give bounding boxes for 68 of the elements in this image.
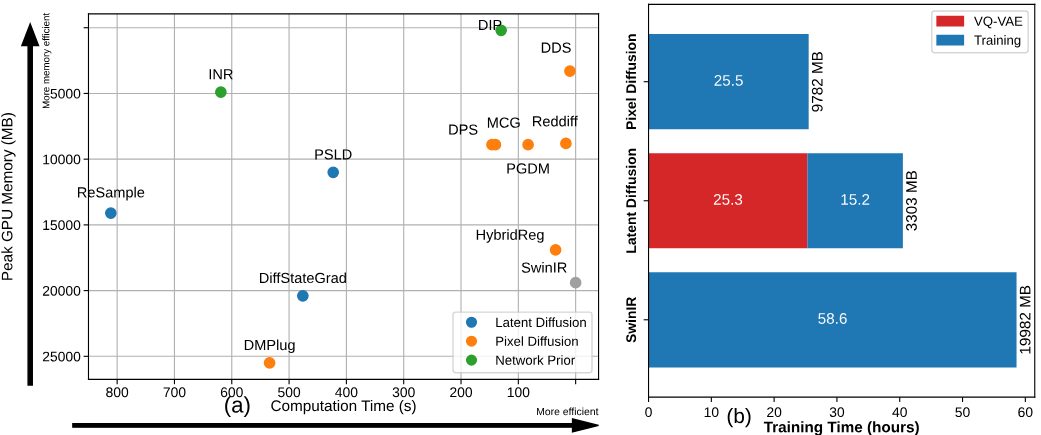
legend-label: VQ-VAE bbox=[974, 16, 1023, 29]
x-tick-label: 100 bbox=[507, 387, 530, 398]
annotation: 3303 MB bbox=[906, 170, 917, 231]
x-tick-label: 30 bbox=[829, 407, 845, 418]
data-label: 15.2 bbox=[841, 194, 870, 205]
point bbox=[549, 244, 562, 256]
text: More memory efficient bbox=[42, 12, 52, 109]
bar bbox=[648, 34, 809, 130]
x-tick-label: 600 bbox=[220, 387, 243, 398]
annotation: HybridReg bbox=[476, 229, 544, 243]
legend-label: Latent Diffusion bbox=[496, 317, 586, 328]
point bbox=[327, 166, 340, 179]
x-axis-title: Training Time (hours) bbox=[763, 421, 919, 435]
point bbox=[215, 86, 227, 98]
point bbox=[296, 290, 309, 302]
y-tick-label: 20000 bbox=[42, 285, 81, 296]
x-tick-label: 400 bbox=[335, 387, 358, 398]
x-tick-label: 700 bbox=[163, 387, 186, 398]
text: (b) bbox=[727, 407, 751, 428]
x-tick-label: 500 bbox=[278, 387, 301, 398]
annotation: INR bbox=[209, 69, 233, 80]
annotation: DDS bbox=[541, 42, 571, 53]
bar bbox=[648, 153, 808, 249]
annotation: Reddiff bbox=[533, 115, 578, 127]
x-axis-title: Computation Time (s) bbox=[271, 399, 416, 415]
annotation: PSLD bbox=[315, 149, 352, 160]
y-tick-label: 5000 bbox=[50, 88, 81, 99]
point bbox=[104, 207, 117, 219]
point bbox=[560, 137, 572, 150]
legend-label: Training bbox=[974, 35, 1021, 48]
y-tick-label: Pixel Diffusion bbox=[625, 34, 637, 130]
annotation: DPS bbox=[449, 124, 478, 135]
data-label: 25.3 bbox=[713, 194, 743, 205]
x-tick-label: 20 bbox=[767, 407, 782, 418]
annotation: DIP bbox=[479, 19, 502, 30]
annotation: 9782 MB bbox=[811, 51, 823, 112]
y-tick-label: 10000 bbox=[43, 154, 81, 165]
x-tick-label: 200 bbox=[450, 387, 473, 398]
annotation: PGDM bbox=[507, 163, 549, 174]
y-axis-title: Peak GPU Memory (MB) bbox=[1, 113, 16, 280]
x-tick-label: 10 bbox=[704, 407, 719, 418]
bar bbox=[807, 153, 903, 249]
point bbox=[569, 276, 582, 289]
legend-label: Network Prior bbox=[496, 355, 575, 365]
x-tick-label: 60 bbox=[1018, 407, 1033, 418]
x-tick-label: 300 bbox=[392, 387, 415, 398]
bar bbox=[648, 272, 1017, 368]
point bbox=[522, 138, 534, 151]
x-tick-label: 40 bbox=[892, 407, 907, 418]
annotation: SwinIR bbox=[521, 262, 567, 273]
annotation: DiffStateGrad bbox=[259, 272, 346, 284]
y-tick-label: SwinIR bbox=[625, 296, 637, 343]
annotation: DMPlug bbox=[244, 339, 295, 354]
annotation: MCG bbox=[487, 117, 520, 128]
y-tick-label: Latent Diffusion bbox=[625, 148, 637, 253]
data-label: 25.5 bbox=[714, 75, 743, 86]
legend-label: Pixel Diffusion bbox=[496, 336, 578, 346]
x-tick-label: 0 bbox=[645, 407, 652, 418]
text: (a) bbox=[225, 396, 250, 418]
x-tick-label: 50 bbox=[955, 407, 970, 418]
point bbox=[564, 65, 576, 77]
text: More efficient bbox=[537, 407, 599, 416]
y-tick-label: 15000 bbox=[43, 220, 81, 231]
annotation: 19982 MB bbox=[1019, 285, 1031, 354]
point bbox=[263, 357, 276, 369]
data-label: 58.6 bbox=[818, 313, 847, 324]
x-tick-label: 800 bbox=[106, 387, 129, 398]
y-tick-label: 25000 bbox=[42, 351, 81, 362]
